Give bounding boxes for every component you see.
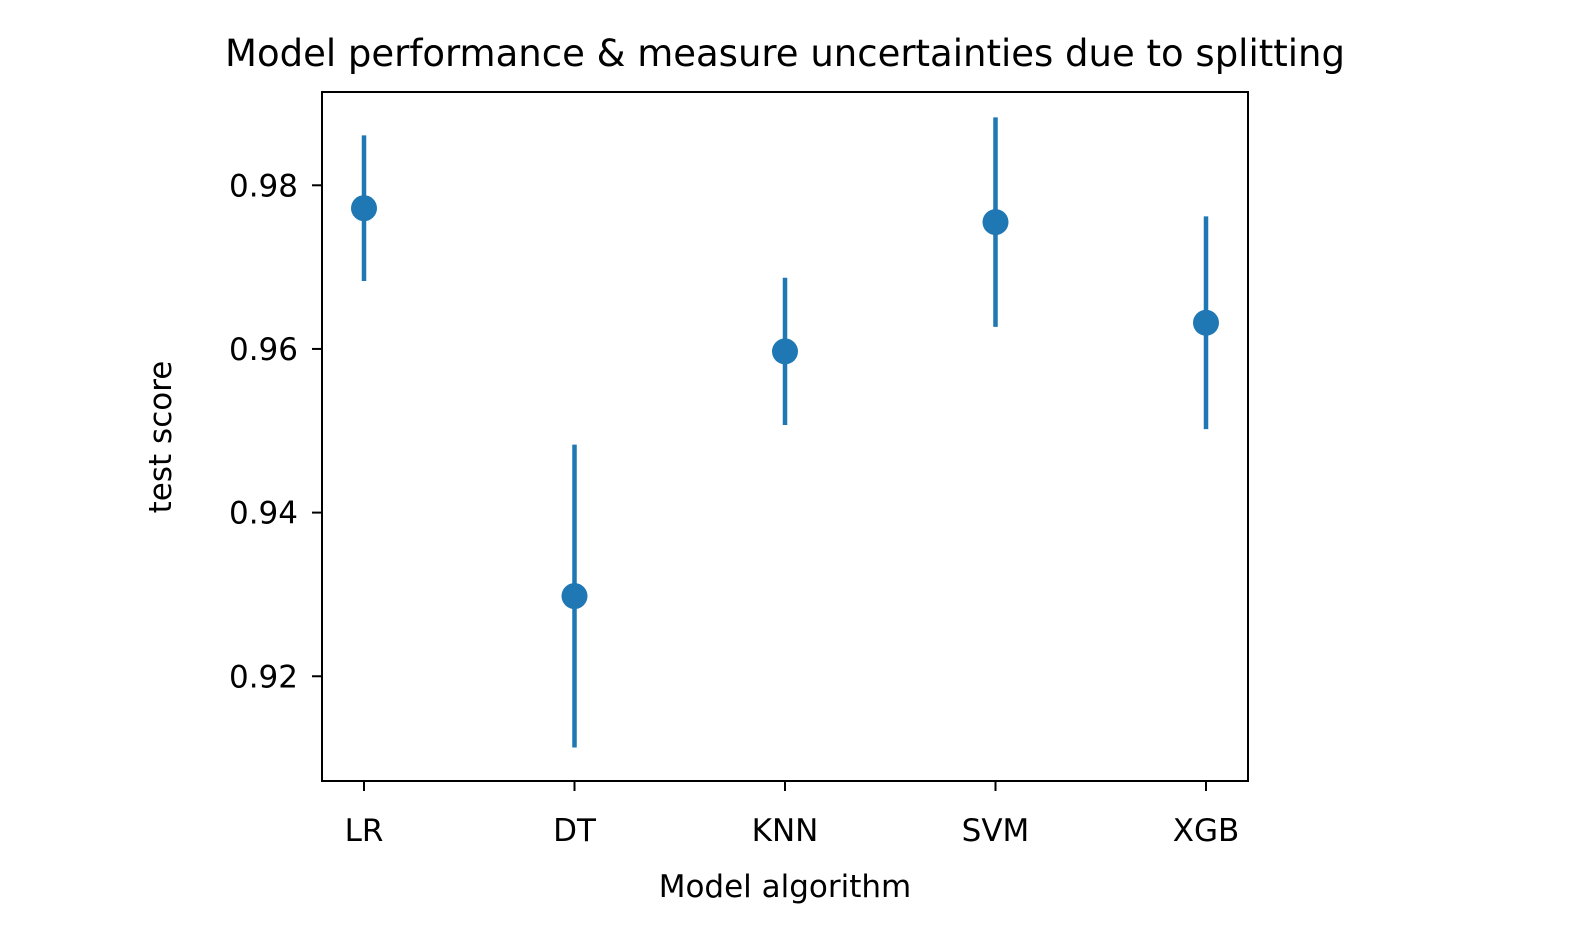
chart-title: Model performance & measure uncertaintie… xyxy=(225,32,1345,75)
y-tick-label: 0.94 xyxy=(229,496,298,532)
data-point-svm xyxy=(982,209,1009,236)
x-tick-label: DT xyxy=(553,813,597,849)
data-point-knn xyxy=(772,338,798,365)
plot-area xyxy=(351,117,1219,748)
y-tick-label: 0.92 xyxy=(229,659,298,695)
y-tick-label: 0.96 xyxy=(229,332,298,368)
data-point-dt xyxy=(561,583,588,610)
plot-frame xyxy=(321,91,1249,782)
x-axis: LR DT KNN SVM XGB xyxy=(345,781,1240,849)
y-axis: 0.92 0.94 0.96 0.98 xyxy=(229,168,322,695)
data-point-xgb xyxy=(1193,309,1219,336)
y-tick-label: 0.98 xyxy=(229,168,298,204)
x-tick-label: KNN xyxy=(752,813,819,849)
x-tick-label: XGB xyxy=(1173,813,1240,849)
x-axis-label: Model algorithm xyxy=(659,869,912,905)
x-tick-label: LR xyxy=(345,813,384,849)
data-point-lr xyxy=(351,195,377,222)
x-tick-label: SVM xyxy=(962,813,1030,849)
y-axis-label: test score xyxy=(143,361,179,514)
